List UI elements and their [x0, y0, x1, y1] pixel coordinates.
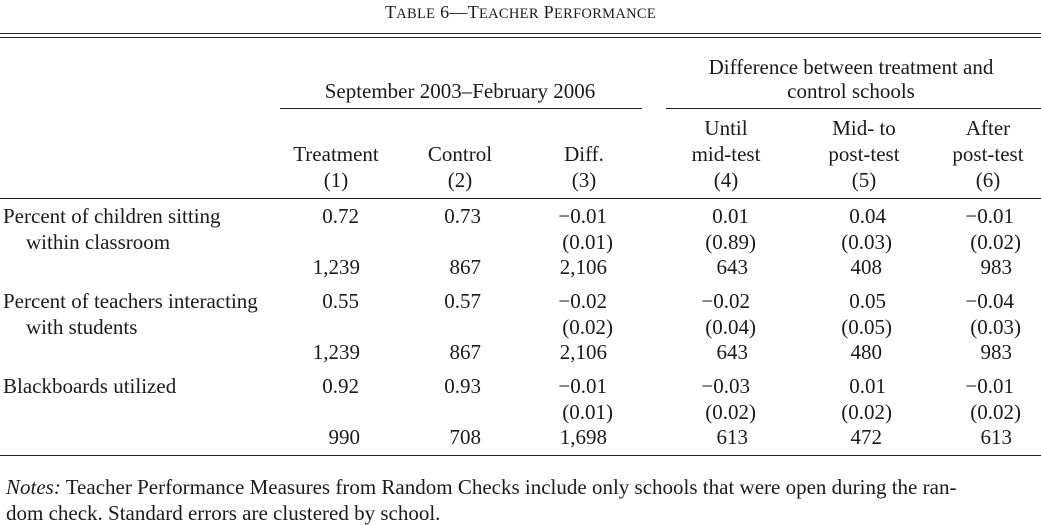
- cell-mean: −0.03: [701, 374, 750, 398]
- cell-mean: 0.57: [444, 289, 481, 313]
- column-header-line1: After: [965, 116, 1011, 140]
- cell-mean: 0.01: [849, 374, 886, 398]
- group-rule-left: [280, 108, 642, 109]
- caption-part: EACHER: [479, 6, 539, 22]
- column-header-line2: post-test: [952, 142, 1024, 166]
- cell-se: (0.01): [562, 400, 613, 424]
- column-number: (1): [323, 168, 349, 192]
- group-header-right-line2: control schools: [787, 79, 915, 103]
- cell-mean: −0.01: [558, 374, 607, 398]
- column-number: (2): [447, 168, 473, 192]
- cell-n: 480: [850, 340, 883, 364]
- top-rule: [0, 37, 1041, 38]
- header-rule: [0, 198, 1041, 199]
- column-number: (3): [571, 168, 597, 192]
- column-number: (4): [713, 168, 739, 192]
- cell-n: 867: [449, 255, 482, 279]
- caption-part: P: [538, 2, 554, 22]
- group-header-left: September 2003–February 2006: [324, 79, 596, 103]
- caption-part: T: [384, 2, 397, 22]
- cell-se: (0.02): [970, 400, 1021, 424]
- column-header-line2: post-test: [828, 142, 900, 166]
- column-number: (6): [975, 168, 1001, 192]
- group-header-right-line1: Difference between treatment and: [708, 55, 994, 79]
- cell-n: 983: [980, 340, 1013, 364]
- column-header-line2: Treatment: [293, 142, 379, 166]
- cell-n: 408: [850, 255, 883, 279]
- cell-n: 2,106: [559, 255, 607, 279]
- cell-n: 1,239: [312, 255, 360, 279]
- cell-mean: 0.55: [322, 289, 359, 313]
- cell-n: 983: [980, 255, 1013, 279]
- cell-se: (0.04): [705, 315, 756, 339]
- cell-n: 2,106: [559, 340, 607, 364]
- cell-n: 1,239: [312, 340, 360, 364]
- cell-mean: −0.01: [965, 204, 1014, 228]
- cell-mean: 0.01: [712, 204, 749, 228]
- top-rule: [0, 33, 1041, 34]
- cell-mean: 0.72: [322, 204, 359, 228]
- cell-se: (0.05): [841, 315, 892, 339]
- group-rule-right: [666, 108, 1041, 109]
- notes-text: Teacher Performance Measures from Random…: [60, 475, 957, 499]
- table-caption: TABLE 6—TEACHER PERFORMANCE: [0, 0, 1041, 26]
- cell-n: 867: [449, 340, 482, 364]
- cell-se: (0.03): [970, 315, 1021, 339]
- column-header-line1: Mid- to: [832, 116, 896, 140]
- cell-n: 708: [449, 425, 482, 449]
- column-header-line2: Control: [427, 142, 493, 166]
- row-label: Percent of children sitting: [3, 204, 221, 228]
- cell-n: 613: [980, 425, 1013, 449]
- cell-mean: 0.04: [849, 204, 886, 228]
- cell-se: (0.89): [705, 230, 756, 254]
- cell-mean: 0.92: [322, 374, 359, 398]
- cell-mean: 0.05: [849, 289, 886, 313]
- cell-mean: −0.02: [558, 289, 607, 313]
- table-notes: Notes: Teacher Performance Measures from…: [6, 474, 956, 500]
- row-label-continued: with students: [26, 315, 138, 339]
- cell-n: 613: [716, 425, 749, 449]
- row-label-continued: within classroom: [26, 230, 171, 254]
- cell-mean: −0.01: [558, 204, 607, 228]
- cell-mean: 0.73: [444, 204, 481, 228]
- bottom-rule: [0, 455, 1041, 456]
- notes-label: Notes:: [6, 475, 61, 499]
- cell-n: 643: [716, 340, 749, 364]
- cell-se: (0.02): [705, 400, 756, 424]
- cell-mean: −0.02: [701, 289, 750, 313]
- cell-n: 643: [716, 255, 749, 279]
- column-header-line1: Until: [704, 116, 748, 140]
- table-notes-line2: dom check. Standard errors are clustered…: [6, 501, 441, 525]
- row-label: Percent of teachers interacting: [3, 289, 258, 313]
- cell-se: (0.02): [562, 315, 613, 339]
- column-header-line2: Diff.: [564, 142, 604, 166]
- cell-se: (0.03): [841, 230, 892, 254]
- caption-part: ERFORMANCE: [553, 6, 657, 22]
- column-header-line2: mid-test: [691, 142, 761, 166]
- cell-mean: −0.01: [965, 374, 1014, 398]
- caption-part: 6—T: [435, 2, 479, 22]
- cell-n: 990: [328, 425, 361, 449]
- cell-n: 1,698: [559, 425, 607, 449]
- row-label: Blackboards utilized: [3, 374, 177, 398]
- cell-se: (0.02): [841, 400, 892, 424]
- cell-se: (0.02): [970, 230, 1021, 254]
- cell-mean: −0.04: [965, 289, 1014, 313]
- caption-part: ABLE: [396, 6, 436, 22]
- column-number: (5): [851, 168, 877, 192]
- cell-n: 472: [850, 425, 883, 449]
- cell-se: (0.01): [562, 230, 613, 254]
- cell-mean: 0.93: [444, 374, 481, 398]
